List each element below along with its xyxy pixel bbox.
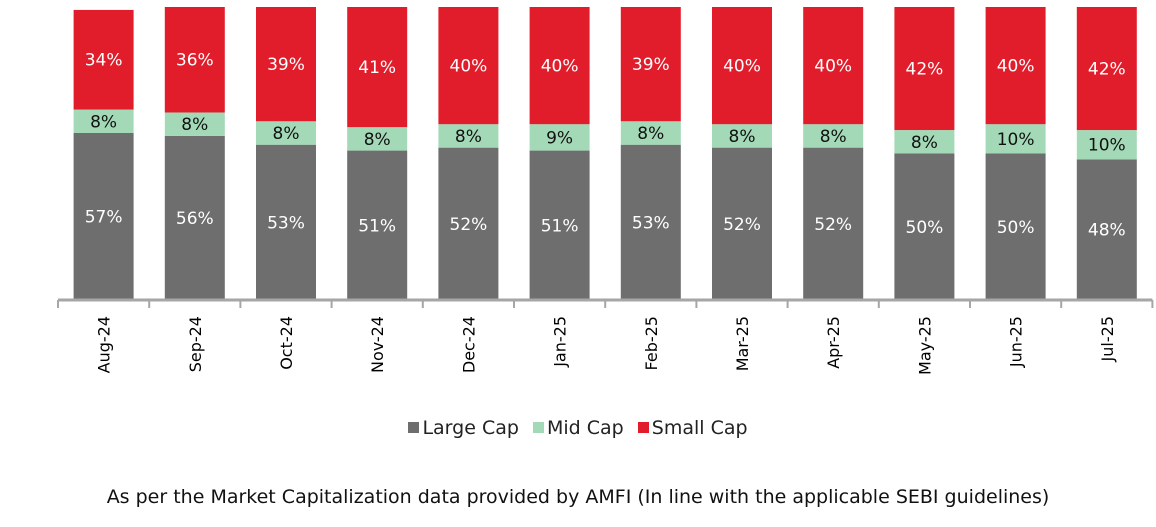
- bar-segment-large-cap: [529, 150, 590, 300]
- data-label-mid-cap: 8%: [455, 127, 482, 147]
- data-label-large-cap: 50%: [997, 218, 1035, 238]
- data-label-mid-cap: 8%: [637, 124, 664, 144]
- data-label-mid-cap: 9%: [546, 128, 573, 148]
- bar-segment-mid-cap: [73, 109, 134, 133]
- legend-swatch-mid-cap: [532, 422, 544, 433]
- bar-segment-mid-cap: [347, 127, 408, 151]
- x-tick-label: Sep-24: [186, 316, 205, 372]
- data-label-small-cap: 41%: [358, 58, 396, 78]
- data-label-large-cap: 48%: [1088, 221, 1126, 241]
- x-tick-label: Aug-24: [95, 316, 114, 373]
- x-tick-label: Jun-25: [1007, 316, 1026, 368]
- x-tick-label: Nov-24: [368, 316, 387, 373]
- bar-segment-small-cap: [985, 7, 1046, 125]
- data-label-mid-cap: 8%: [729, 127, 756, 147]
- legend-item-large-cap: Large Cap: [408, 416, 519, 439]
- x-tick-label: Dec-24: [459, 316, 478, 373]
- data-label-mid-cap: 8%: [273, 124, 300, 144]
- data-label-mid-cap: 10%: [1088, 136, 1126, 156]
- data-label-small-cap: 42%: [1088, 60, 1126, 80]
- data-label-small-cap: 40%: [814, 57, 852, 77]
- legend-item-mid-cap: Mid Cap: [532, 416, 624, 439]
- bar-segment-large-cap: [1076, 159, 1137, 300]
- data-label-small-cap: 39%: [632, 55, 670, 75]
- x-tick-label: Oct-24: [277, 316, 296, 370]
- bar-segment-large-cap: [347, 150, 408, 300]
- data-label-small-cap: 40%: [541, 57, 579, 77]
- bar-segment-mid-cap: [985, 124, 1046, 154]
- bar-segment-mid-cap: [164, 112, 225, 136]
- bar-segment-large-cap: [712, 147, 772, 300]
- bar-segment-small-cap: [164, 7, 225, 113]
- bar-segment-mid-cap: [620, 121, 681, 145]
- bar-segment-large-cap: [620, 144, 681, 300]
- legend-swatch-large-cap: [408, 422, 420, 433]
- data-label-large-cap: 52%: [450, 215, 488, 235]
- x-tick-label: Apr-25: [824, 316, 843, 369]
- bar-segment-large-cap: [985, 153, 1046, 300]
- data-label-large-cap: 51%: [358, 216, 396, 236]
- data-label-small-cap: 34%: [85, 51, 123, 71]
- bar-segment-large-cap: [438, 147, 499, 300]
- data-label-small-cap: 40%: [723, 57, 761, 77]
- bar-segment-small-cap: [803, 7, 864, 125]
- bar-segment-mid-cap: [712, 124, 772, 148]
- data-label-large-cap: 52%: [814, 215, 852, 235]
- bar-segment-mid-cap: [256, 121, 316, 145]
- data-label-large-cap: 51%: [541, 216, 579, 236]
- data-label-mid-cap: 10%: [997, 130, 1035, 150]
- data-label-small-cap: 39%: [267, 55, 305, 75]
- data-label-small-cap: 40%: [450, 57, 488, 77]
- x-tick-label: Jan-25: [551, 316, 570, 368]
- bar-segment-small-cap: [256, 7, 316, 122]
- data-label-large-cap: 53%: [632, 213, 670, 233]
- data-label-large-cap: 52%: [723, 215, 761, 235]
- bar-segment-small-cap: [347, 7, 408, 128]
- data-label-mid-cap: 8%: [364, 130, 391, 150]
- bar-segment-mid-cap: [1076, 130, 1137, 160]
- legend-label-small-cap: Small Cap: [651, 416, 748, 439]
- data-label-mid-cap: 8%: [90, 112, 117, 132]
- data-label-large-cap: 56%: [176, 209, 214, 229]
- bar-segment-large-cap: [73, 132, 134, 300]
- bar-segment-large-cap: [803, 147, 864, 300]
- bar-segment-mid-cap: [894, 130, 955, 154]
- chart-svg: 57% 8% 34% Aug-24 56% 8% 36% Sep-24 53% 8% 39% Oct-…: [57, 7, 1154, 375]
- bar-segment-small-cap: [620, 7, 681, 122]
- bar-segment-small-cap: [438, 7, 499, 125]
- data-label-large-cap: 53%: [267, 213, 305, 233]
- bar-segment-small-cap: [894, 7, 955, 131]
- chart-footnote: As per the Market Capitalization data pr…: [106, 486, 1050, 508]
- data-label-large-cap: 50%: [906, 218, 944, 238]
- data-label-mid-cap: 8%: [820, 127, 847, 147]
- bar-segment-small-cap: [712, 7, 772, 125]
- bar-segment-small-cap: [73, 9, 134, 110]
- bar-segment-mid-cap: [803, 124, 864, 148]
- bar-segment-small-cap: [529, 7, 590, 125]
- data-label-small-cap: 42%: [906, 60, 944, 80]
- bar-segment-large-cap: [256, 144, 316, 300]
- legend-item-small-cap: Small Cap: [637, 416, 748, 439]
- legend-label-mid-cap: Mid Cap: [546, 416, 624, 439]
- bar-segment-mid-cap: [529, 124, 590, 151]
- data-label-large-cap: 57%: [85, 207, 123, 227]
- x-tick-label: Feb-25: [642, 316, 661, 370]
- bar-segment-large-cap: [164, 135, 225, 300]
- x-tick-label: May-25: [915, 316, 934, 375]
- chart-legend: Large Cap Mid Cap Small Cap: [0, 416, 1156, 439]
- bar-segment-small-cap: [1076, 7, 1137, 131]
- x-tick-label: Mar-25: [733, 316, 752, 371]
- bar-segment-mid-cap: [438, 124, 499, 148]
- x-tick-label: Jul-25: [1098, 316, 1117, 362]
- legend-label-large-cap: Large Cap: [422, 416, 519, 439]
- data-label-small-cap: 40%: [997, 57, 1035, 77]
- legend-swatch-small-cap: [637, 422, 649, 433]
- data-label-mid-cap: 8%: [181, 115, 208, 135]
- data-label-mid-cap: 8%: [911, 133, 938, 153]
- bar-segment-large-cap: [894, 153, 955, 300]
- data-label-small-cap: 36%: [176, 51, 214, 71]
